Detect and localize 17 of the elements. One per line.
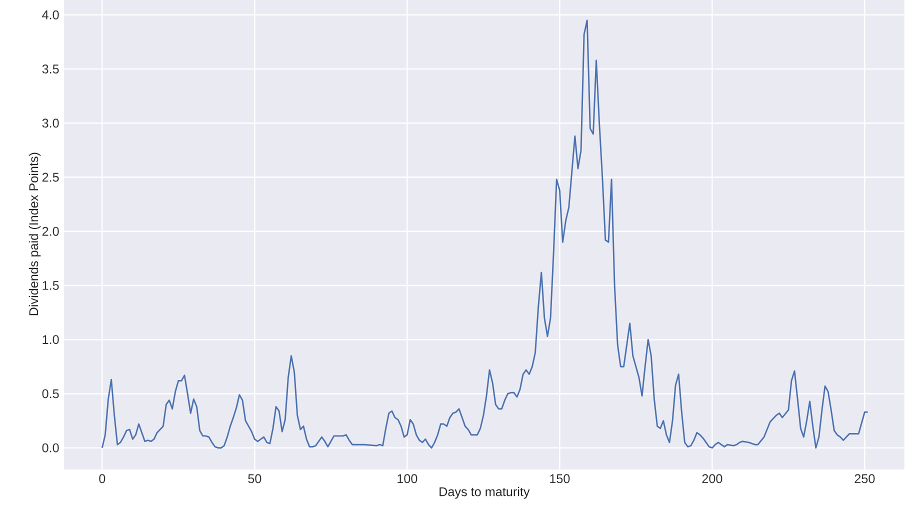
y-tick-label: 0.0: [42, 443, 59, 452]
x-tick-label: 150: [550, 474, 570, 484]
x-tick-label: 200: [702, 474, 722, 484]
y-tick-label: 3.0: [42, 118, 59, 128]
x-tick-label: 0: [99, 474, 106, 484]
y-tick-label: 3.5: [42, 64, 59, 74]
y-tick-label: 1.0: [42, 335, 59, 344]
x-tick-label: 100: [398, 474, 418, 484]
x-tick-label: 50: [248, 474, 262, 484]
y-tick-label: 0.5: [42, 389, 59, 398]
x-tick-label: 250: [854, 474, 875, 484]
x-axis-title: Days to maturity: [440, 487, 530, 499]
y-tick-label: 1.5: [42, 281, 59, 290]
y-tick-label: 2.0: [42, 226, 59, 236]
y-tick-label: 4.0: [42, 10, 59, 20]
y-axis-title: Dividends paid (Index Points): [28, 152, 41, 316]
y-tick-label: 2.5: [42, 172, 59, 182]
